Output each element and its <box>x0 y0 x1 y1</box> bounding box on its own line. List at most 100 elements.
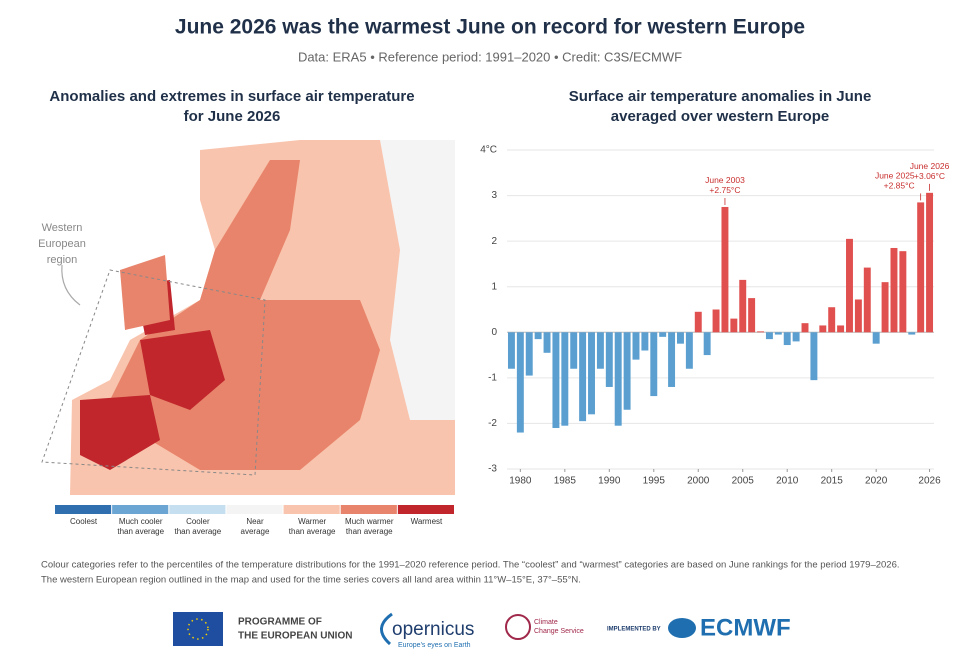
x-tick-label: 2020 <box>865 476 888 487</box>
annotation: June 2026 <box>910 161 950 171</box>
chart-title: Surface air temperature anomalies in Jun… <box>569 88 872 105</box>
bar <box>685 332 693 369</box>
bar <box>623 332 631 410</box>
bar <box>819 325 827 333</box>
eu-text: THE EUROPEAN UNION <box>238 631 352 642</box>
legend-label: than average <box>289 527 336 536</box>
annotation: +2.85°C <box>884 181 915 191</box>
bar <box>846 238 853 333</box>
bar <box>828 307 836 333</box>
bar <box>765 332 773 340</box>
eu-stars <box>187 618 209 640</box>
bar <box>810 332 818 381</box>
bar <box>588 332 595 415</box>
y-tick-label: -1 <box>488 372 497 383</box>
x-tick-label: 1980 <box>509 476 532 487</box>
region-outline <box>41 269 266 476</box>
bar <box>552 332 560 428</box>
bar <box>881 282 889 333</box>
annotation: June 2003 <box>705 175 745 185</box>
x-tick-label: 1995 <box>643 476 666 487</box>
bar <box>570 332 578 369</box>
bar <box>926 192 934 333</box>
copernicus-c <box>380 612 393 646</box>
legend-label: than average <box>346 527 393 536</box>
legend-label: Warmer <box>298 517 326 526</box>
bar <box>659 332 667 337</box>
bar <box>908 332 916 335</box>
bar <box>854 299 862 333</box>
map-land <box>120 255 170 330</box>
x-tick-label: 2010 <box>776 476 799 487</box>
region-arrow <box>61 264 81 306</box>
bar <box>596 332 604 369</box>
bar <box>739 279 747 333</box>
eu-flag <box>173 612 223 646</box>
bar <box>748 298 756 333</box>
bar <box>641 332 649 351</box>
bar <box>712 309 720 333</box>
y-tick-label: 0 <box>491 327 497 338</box>
bar <box>757 331 765 333</box>
ecmwf-icon <box>668 618 696 638</box>
legend-swatch <box>397 505 454 514</box>
subtitle: Data: ERA5 • Reference period: 1991–2020… <box>298 49 682 64</box>
implemented-by: IMPLEMENTED BY <box>607 627 661 633</box>
copernicus-text: opernicus <box>392 619 474 640</box>
legend-label: Warmest <box>411 517 443 526</box>
map <box>41 138 455 495</box>
legend-label: Much cooler <box>119 517 163 526</box>
bar <box>534 332 542 340</box>
bar <box>605 332 613 387</box>
legend-label: than average <box>117 527 164 536</box>
footnote: Colour categories refer to the percentil… <box>41 560 900 571</box>
bar <box>703 332 711 356</box>
y-tick-label: -3 <box>488 464 497 475</box>
bar <box>525 332 533 376</box>
map-title: for June 2026 <box>184 108 281 125</box>
legend-label: than average <box>175 527 222 536</box>
region-label: Western <box>42 222 83 234</box>
footnote: The western European region outlined in … <box>41 575 581 586</box>
bar <box>899 251 907 333</box>
map-title: Anomalies and extremes in surface air te… <box>49 88 414 105</box>
legend-label: Much warmer <box>345 517 394 526</box>
legend-label: Cooler <box>186 517 210 526</box>
x-tick-label: 1990 <box>598 476 621 487</box>
bar <box>694 311 702 333</box>
x-tick-label: 2005 <box>732 476 755 487</box>
map-land <box>380 140 455 420</box>
bar <box>837 325 845 333</box>
bar <box>872 332 880 344</box>
bar <box>579 332 587 422</box>
y-tick-label: 4°C <box>480 145 497 156</box>
region-label: region <box>47 254 78 266</box>
copernicus-tagline: Europe's eyes on Earth <box>398 642 471 649</box>
legend-swatch <box>55 505 112 514</box>
c3s-text: Change Service <box>534 628 584 635</box>
y-tick-label: -2 <box>488 418 497 429</box>
bar <box>507 332 515 369</box>
title: June 2026 was the warmest June on record… <box>175 16 805 39</box>
legend-swatch <box>283 505 340 514</box>
y-tick-label: 3 <box>491 190 497 201</box>
y-tick-label: 2 <box>491 236 497 247</box>
eu-text: PROGRAMME OF <box>238 617 322 628</box>
bar <box>721 206 729 333</box>
legend-swatch <box>112 505 169 514</box>
bar <box>668 332 676 387</box>
map-land <box>80 280 225 470</box>
bar <box>676 332 684 344</box>
legend-label: average <box>241 527 270 536</box>
region-label: European <box>38 238 86 250</box>
legend-swatch <box>169 505 226 514</box>
c3s-text: Climate <box>534 619 558 626</box>
bar <box>917 202 925 333</box>
y-tick-label: 1 <box>491 281 497 292</box>
bar <box>614 332 622 426</box>
bar <box>543 332 551 353</box>
legend-label: Near <box>246 517 264 526</box>
ecmwf-text: ECMWF <box>700 614 791 641</box>
annotation: +2.75°C <box>709 185 740 195</box>
bar <box>632 332 640 360</box>
